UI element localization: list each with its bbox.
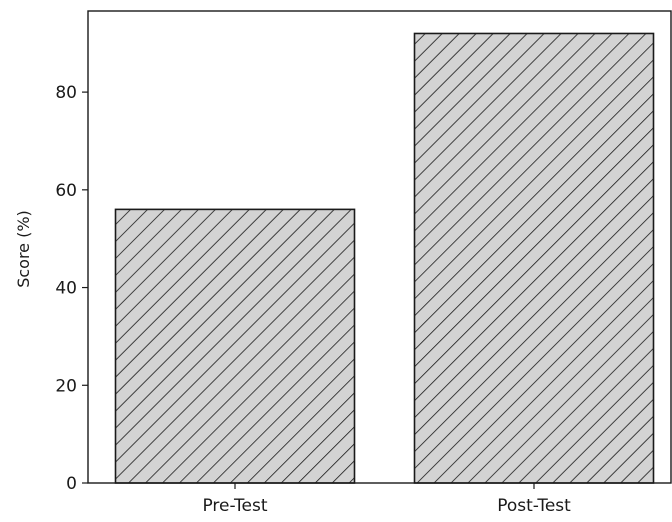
y-tick-label-40: 40 xyxy=(55,279,77,299)
plot-frame xyxy=(87,10,672,484)
axes-layer xyxy=(87,10,672,484)
y-axis-label: Score (%) xyxy=(14,210,33,288)
y-tick-label-60: 60 xyxy=(55,181,77,201)
bar-pre-test xyxy=(114,208,356,484)
y-tick-label-20: 20 xyxy=(55,376,77,396)
bars-layer xyxy=(114,32,655,484)
ticks-layer: Pre-Test Post-Test 0 20 40 60 80 xyxy=(55,83,571,516)
x-tick-label-pre-test: Pre-Test xyxy=(202,496,267,516)
y-tick-label-80: 80 xyxy=(55,83,77,103)
bar-post-test xyxy=(413,32,655,484)
x-tick-label-post-test: Post-Test xyxy=(497,496,571,516)
y-tick-label-0: 0 xyxy=(66,474,77,494)
